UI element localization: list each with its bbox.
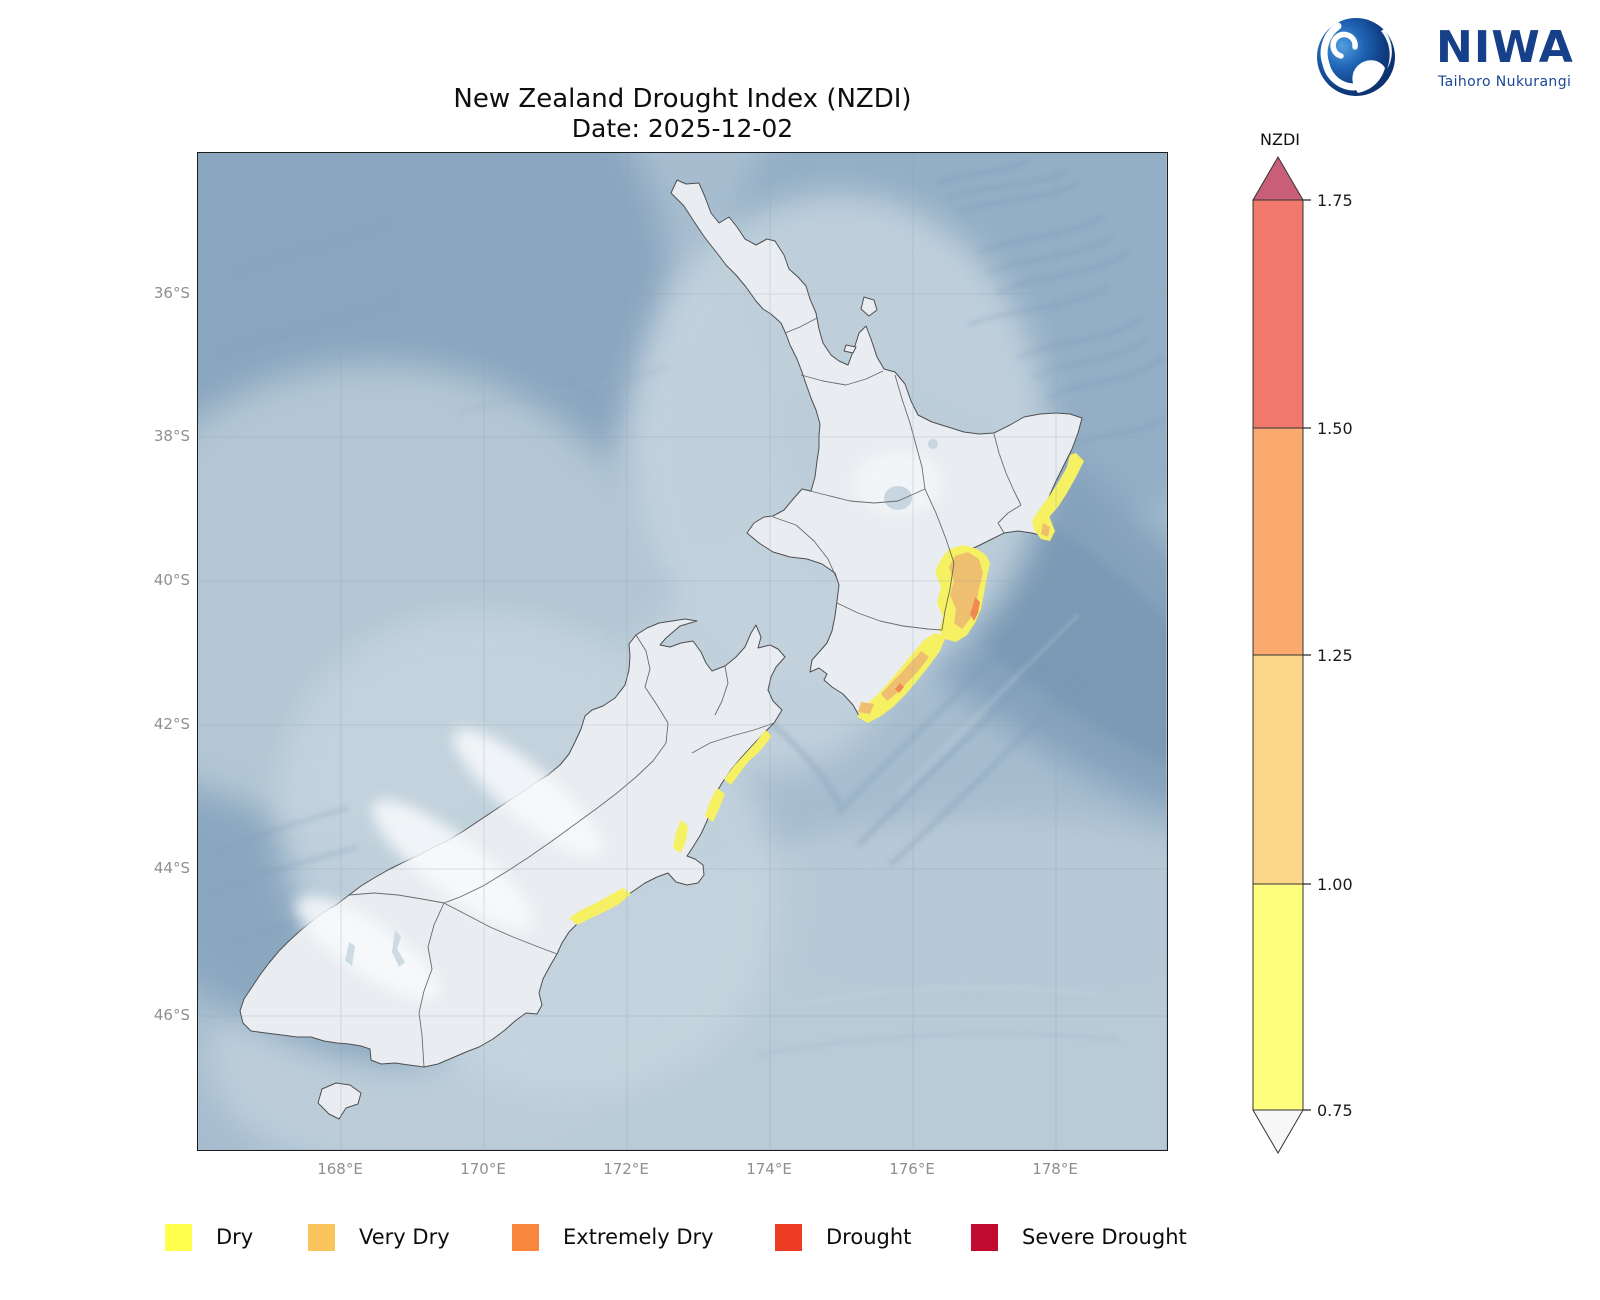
page-title: New Zealand Drought Index (NZDI) — [453, 84, 912, 114]
legend-label: Extremely Dry — [563, 1225, 714, 1249]
date-subtitle: Date: 2025-12-02 — [571, 114, 794, 143]
x-tick: 170°E — [460, 1160, 506, 1178]
colorbar-tick-label: 1.25 — [1317, 646, 1353, 665]
lake-te-anau — [345, 942, 355, 966]
very-dry-swatch — [308, 1223, 335, 1251]
region-boundaries — [348, 317, 1022, 1068]
drought-areas-extremely-dry — [895, 597, 980, 693]
severity-legend: Dry Very Dry Extremely Dry Drought Sever… — [0, 1222, 1600, 1262]
colorbar: 1.75 1.50 1.25 1.00 0.75 — [1252, 156, 1353, 1154]
colorbar-tick-marks — [1303, 199, 1311, 1111]
x-tick: 174°E — [746, 1160, 792, 1178]
legend-item-extremely-dry: Extremely Dry — [512, 1222, 714, 1252]
drought-swatch — [775, 1223, 802, 1251]
colorbar-tick-label: 1.00 — [1317, 875, 1353, 894]
legend-item-dry: Dry — [165, 1222, 253, 1252]
colorbar-tick-label: 0.75 — [1317, 1101, 1353, 1120]
colorbar-tick-label: 1.75 — [1317, 191, 1353, 210]
colorbar-band — [1252, 199, 1304, 429]
niwa-swirl-icon — [1317, 18, 1395, 96]
stewart-island — [317, 1082, 362, 1120]
terrain-highlight — [296, 451, 943, 1001]
map-canvas — [198, 153, 1166, 1149]
drought-areas-very-dry — [858, 523, 1050, 714]
x-tick: 172°E — [603, 1160, 649, 1178]
title-block: New Zealand Drought Index (NZDI) Date: 2… — [197, 84, 1168, 144]
colorbar-band — [1252, 883, 1304, 1111]
colorbar-band — [1252, 427, 1304, 656]
nz-drought-map — [197, 152, 1168, 1151]
legend-label: Severe Drought — [1022, 1225, 1187, 1249]
great-barrier-island — [860, 296, 878, 317]
y-tick: 46°S — [153, 1006, 190, 1024]
colorbar-under-arrow — [1252, 1109, 1304, 1154]
lake-wakatipu — [392, 930, 405, 967]
colorbar-over-arrow — [1252, 156, 1304, 201]
legend-item-very-dry: Very Dry — [308, 1222, 450, 1252]
lake-rotorua — [928, 439, 938, 449]
niwa-logo: NIWA Taihoro Nukurangi — [1314, 12, 1584, 107]
niwa-tagline: Taihoro Nukurangi — [1438, 74, 1572, 90]
colorbar-title: NZDI — [1260, 130, 1300, 149]
y-tick: 42°S — [153, 715, 190, 733]
colorbar-tick-label: 1.50 — [1317, 419, 1353, 438]
waiheke-island — [843, 344, 857, 354]
y-tick: 40°S — [153, 571, 190, 589]
legend-item-drought: Drought — [775, 1222, 911, 1252]
y-tick: 44°S — [153, 859, 190, 877]
x-tick: 176°E — [889, 1160, 935, 1178]
legend-label: Very Dry — [359, 1225, 450, 1249]
x-tick: 168°E — [317, 1160, 363, 1178]
y-tick: 36°S — [153, 284, 190, 302]
bathymetry-shading — [198, 153, 1166, 1149]
colorbar-band — [1252, 654, 1304, 885]
extremely-dry-swatch — [512, 1223, 539, 1251]
y-tick: 38°S — [153, 427, 190, 445]
severe-drought-swatch — [971, 1223, 998, 1251]
lake-taupo — [884, 486, 912, 510]
lakes — [345, 439, 938, 967]
seafloor-texture — [206, 159, 1166, 1057]
dry-swatch — [165, 1223, 192, 1251]
legend-item-severe-drought: Severe Drought — [971, 1222, 1187, 1252]
legend-label: Dry — [216, 1225, 254, 1249]
legend-label: Drought — [826, 1225, 912, 1249]
graticule — [198, 153, 1166, 1149]
niwa-wordmark: NIWA — [1436, 22, 1574, 73]
x-tick: 178°E — [1032, 1160, 1078, 1178]
